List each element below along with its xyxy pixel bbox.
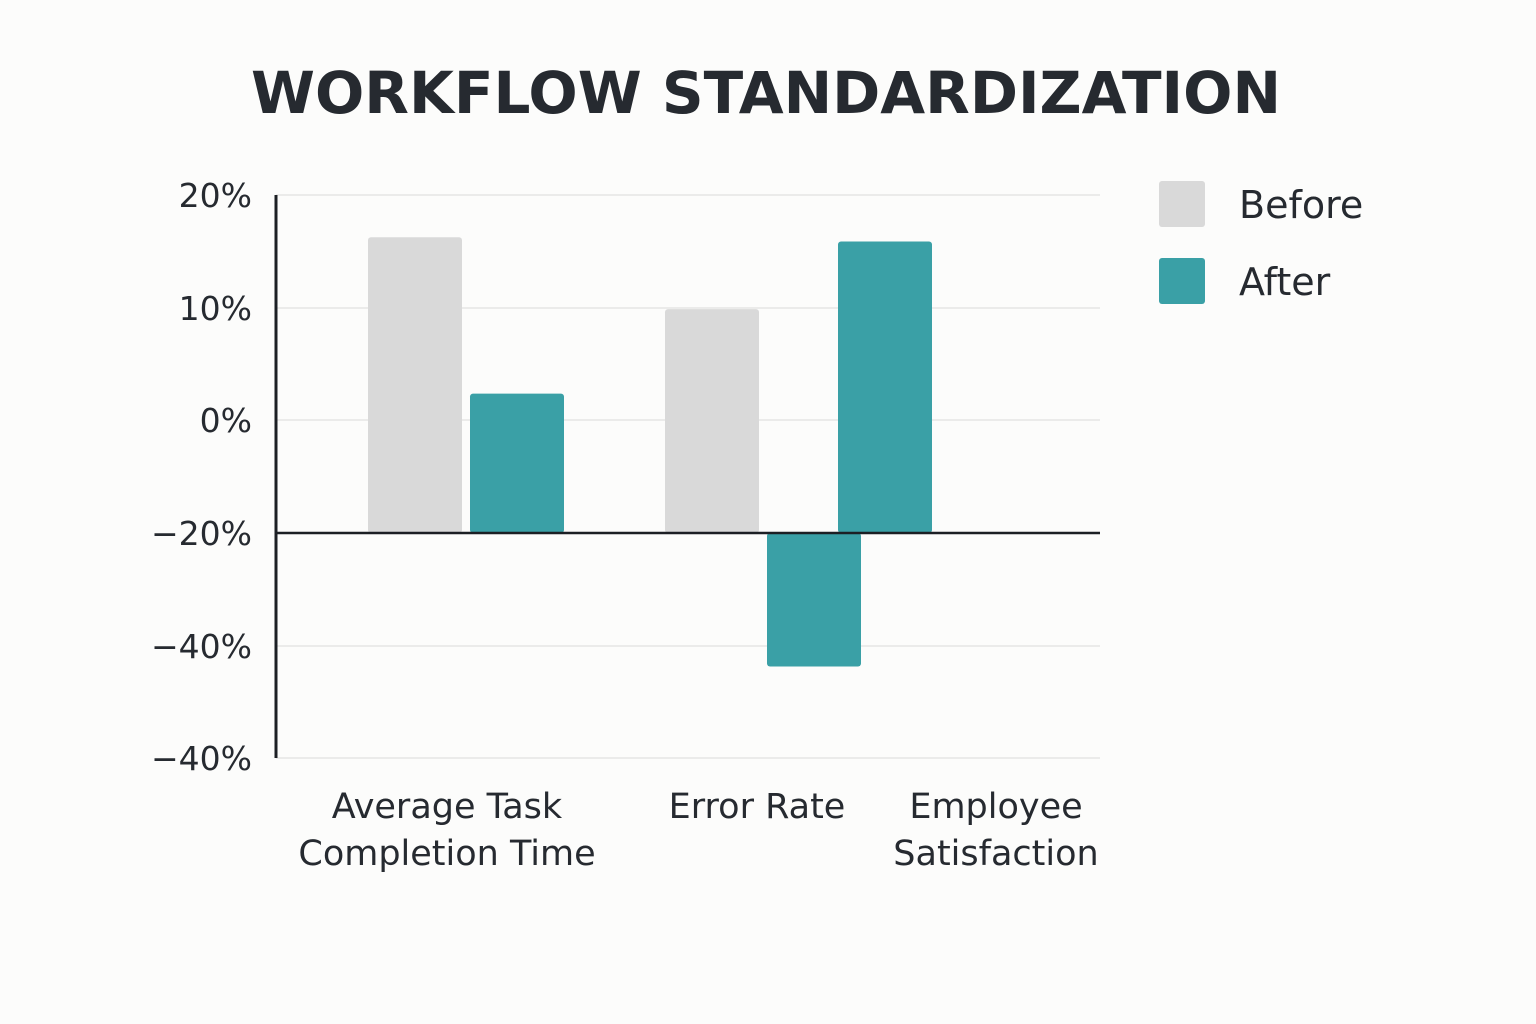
category-label: Average Task Completion Time xyxy=(298,787,595,874)
legend-swatch-before xyxy=(1159,181,1205,227)
y-tick-label: 10% xyxy=(179,289,252,328)
axes xyxy=(274,195,1100,758)
category-label: Employee Satisfaction xyxy=(893,787,1098,874)
bar-before-0 xyxy=(368,237,462,533)
y-tick-label: 20% xyxy=(179,176,252,215)
legend-swatch-after xyxy=(1159,258,1205,304)
category-labels: Average Task Completion Time Error Rate Emp… xyxy=(298,787,1098,874)
y-tick-label: 0% xyxy=(200,401,252,440)
bar-after-1 xyxy=(767,533,861,667)
legend-label-after: After xyxy=(1239,260,1331,304)
y-tick-label: −40% xyxy=(151,627,252,666)
y-tick-label: −40% xyxy=(151,739,252,778)
bar-after-0 xyxy=(470,393,564,533)
legend: Before After xyxy=(1159,181,1363,304)
y-tick-labels: 20% 10% 0% −20% −40% −40% xyxy=(151,176,252,778)
legend-label-before: Before xyxy=(1239,183,1363,227)
chart-title: WORKFLOW STANDARDIZATION xyxy=(251,59,1281,127)
y-tick-label: −20% xyxy=(151,514,252,553)
category-label: Error Rate xyxy=(669,787,846,827)
bar-after-2 xyxy=(838,241,932,533)
bar-before-1 xyxy=(665,309,759,533)
bars xyxy=(368,237,932,667)
